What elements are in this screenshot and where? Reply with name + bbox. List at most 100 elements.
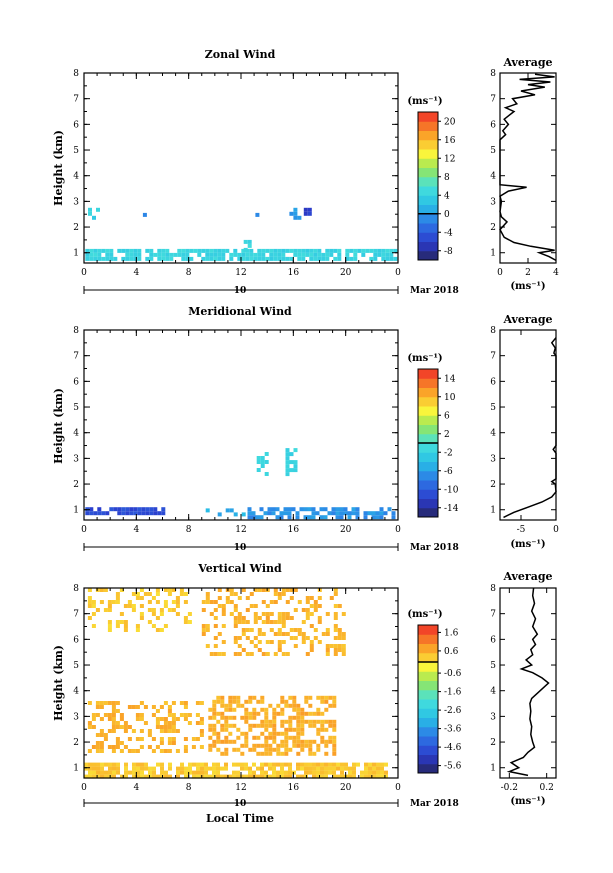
heatmap-cell	[236, 727, 241, 732]
heatmap-cell	[371, 511, 376, 516]
heatmap-cell	[99, 701, 104, 705]
x-tick-label: 0	[81, 525, 87, 535]
heatmap-cell	[333, 588, 338, 592]
heatmap-cell	[272, 735, 277, 740]
heatmap-cell	[264, 452, 269, 456]
heatmap-cell	[383, 511, 388, 516]
heatmap-cell	[84, 774, 88, 779]
colorbar-band	[418, 232, 438, 242]
colorbar-band	[418, 112, 438, 122]
heatmap-cell	[237, 620, 242, 624]
heatmap-cell	[201, 248, 206, 253]
heatmap-cell	[337, 644, 342, 648]
heatmap-cell	[101, 256, 106, 261]
heatmap-cell	[324, 770, 328, 775]
colorbar-tick-label: 2	[444, 430, 450, 440]
heatmap-cell	[244, 743, 249, 748]
heatmap-cell	[245, 608, 250, 612]
heatmap-cell	[280, 766, 284, 771]
heatmap-cell	[268, 743, 273, 748]
heatmap-cell	[309, 624, 314, 628]
heatmap-cell	[280, 731, 285, 736]
heatmap-cell	[188, 766, 192, 771]
colorbar-band	[418, 625, 438, 635]
heatmap-cell	[205, 592, 210, 596]
heatmap-cell	[381, 252, 386, 257]
average-y-tick-label: 1	[490, 506, 496, 516]
heatmap-cell	[285, 248, 290, 253]
heatmap-cell	[293, 248, 298, 253]
colorbar-band	[418, 699, 438, 709]
heatmap-cell	[320, 739, 325, 744]
heatmap-cell	[292, 699, 297, 704]
heatmap-cell	[261, 248, 266, 253]
heatmap-cell	[368, 774, 372, 779]
heatmap-cell	[236, 770, 240, 775]
heatmap-cell	[236, 699, 241, 704]
heatmap-cell	[248, 723, 253, 728]
heatmap-cell	[96, 766, 100, 771]
heatmap-cell	[139, 717, 144, 721]
heatmap-cell	[143, 705, 148, 709]
colorbar-band	[418, 415, 438, 425]
heatmap-cell	[273, 252, 278, 257]
average-profile-line	[506, 587, 550, 777]
heatmap-cell	[276, 747, 281, 752]
colorbar-tick-label: 1.6	[444, 628, 459, 638]
heatmap-cell	[248, 766, 252, 771]
heatmap-cell	[268, 762, 272, 767]
heatmap-cell	[296, 735, 301, 740]
heatmap-cell	[121, 511, 126, 516]
heatmap-cell	[212, 739, 217, 744]
heatmap-cell	[237, 652, 242, 656]
heatmap-cell	[301, 252, 306, 257]
heatmap-cell	[161, 256, 166, 261]
heatmap-cell	[109, 507, 114, 512]
heatmap-cell	[220, 739, 225, 744]
heatmap-cell	[164, 774, 168, 779]
heatmap-cell	[309, 612, 314, 616]
heatmap-cell	[252, 735, 257, 740]
heatmap-cell	[285, 456, 290, 461]
heatmap-cell	[161, 248, 166, 253]
heatmap-cell	[107, 701, 112, 705]
heatmap-cell	[337, 604, 342, 608]
heatmap-cell	[216, 711, 221, 716]
zonal-average-unit: (ms⁻¹)	[510, 281, 545, 292]
heatmap-cell	[159, 608, 164, 612]
heatmap-cell	[244, 715, 249, 720]
heatmap-cell	[229, 612, 234, 616]
heatmap-cell	[329, 596, 334, 600]
heatmap-cell	[289, 211, 294, 216]
heatmap-cell	[147, 745, 152, 749]
heatmap-cell	[221, 624, 226, 628]
heatmap-cell	[139, 612, 144, 616]
heatmap-cell	[304, 743, 309, 748]
heatmap-cell	[233, 652, 238, 656]
heatmap-cell	[97, 511, 102, 516]
heatmap-cell	[209, 652, 214, 656]
heatmap-cell	[244, 739, 249, 744]
heatmap-cell	[96, 207, 100, 212]
heatmap-cell	[216, 762, 220, 767]
heatmap-cell	[244, 735, 249, 740]
heatmap-cell	[276, 731, 281, 736]
x-tick-label: 20	[340, 525, 352, 535]
heatmap-cell	[313, 636, 318, 640]
heatmap-cell	[96, 762, 100, 767]
heatmap-cell	[319, 507, 324, 512]
heatmap-cell	[272, 707, 277, 712]
heatmap-cell	[249, 640, 254, 644]
average-x-tick-label: 0	[553, 525, 559, 535]
zonal-average-title: Average	[502, 56, 552, 69]
heatmap-cell	[135, 628, 140, 632]
heatmap-cell	[264, 770, 268, 775]
heatmap-cell	[364, 770, 368, 775]
heatmap-cell	[217, 248, 222, 253]
heatmap-cell	[148, 774, 152, 779]
heatmap-cell	[152, 770, 156, 775]
heatmap-cell	[119, 741, 124, 745]
heatmap-cell	[332, 762, 336, 767]
heatmap-cell	[195, 713, 200, 717]
heatmap-cell	[300, 731, 305, 736]
